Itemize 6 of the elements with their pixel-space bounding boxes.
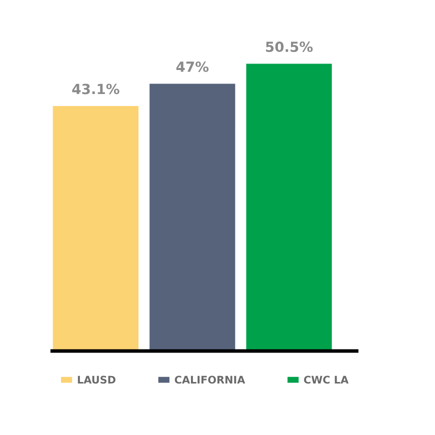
legend-label: CWC LA [304,376,349,384]
legend-label: LAUSD [78,376,116,384]
legend-label: CALIFORNIA [174,376,246,384]
data-label: 50.5% [266,42,313,52]
data-label: 43.1% [72,84,120,94]
data-label: 47% [176,61,209,72]
